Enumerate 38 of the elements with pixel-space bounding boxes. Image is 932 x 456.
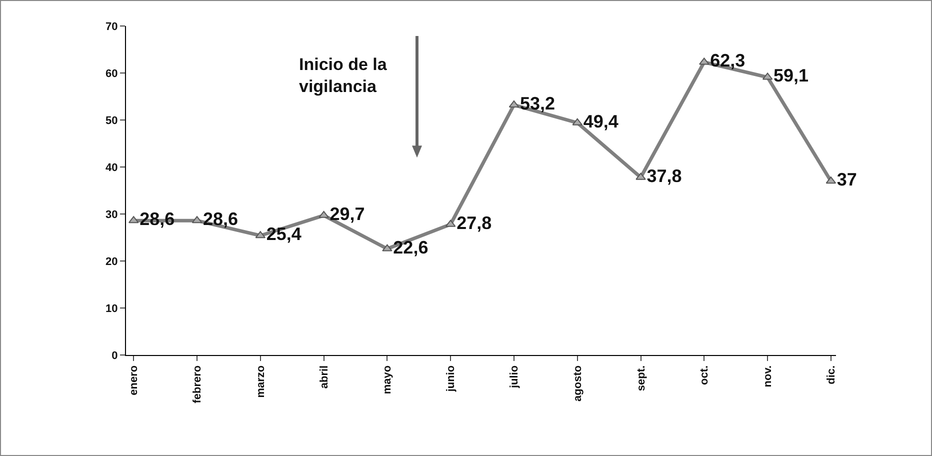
- point: [572, 118, 582, 126]
- annotation: Inicio de la vigilancia: [299, 55, 388, 96]
- x-tick-label: abril: [318, 365, 330, 389]
- data-label: 22,6: [393, 237, 428, 258]
- y-tick-label: 50: [106, 114, 118, 127]
- x-tick-label: oct.: [698, 365, 711, 385]
- y-tick-label: 20: [106, 256, 118, 268]
- y-tick-label: 40: [106, 162, 118, 174]
- x-tick-label: agosto: [572, 365, 584, 402]
- point: [382, 244, 392, 252]
- data-label: 28,6: [203, 209, 238, 230]
- x-tick-label: dic.: [826, 365, 838, 384]
- x-tick-label: sept.: [635, 365, 648, 392]
- y-tick-label: 30: [106, 208, 118, 221]
- data-label: 37: [836, 170, 857, 190]
- data-label: 29,7: [330, 204, 365, 224]
- data-label: 37,8: [646, 166, 682, 186]
- x-tick-label: junio: [445, 365, 458, 393]
- data-label: 28,6: [140, 209, 175, 230]
- point: [636, 172, 646, 180]
- x-tick-label: enero: [128, 365, 140, 396]
- x-tick-label: mayo: [382, 365, 394, 394]
- y-tick-label: 70: [106, 20, 118, 33]
- data-label: 49,4: [583, 111, 618, 132]
- x-tick-label: febrero: [192, 365, 204, 404]
- data-label: 25,4: [266, 224, 302, 244]
- data-label: 53,2: [520, 93, 556, 114]
- data-label: 59,1: [774, 66, 809, 86]
- data-label: 27,8: [456, 212, 492, 233]
- point: [318, 210, 329, 218]
- data-label: 62,3: [710, 50, 746, 71]
- point: [699, 58, 710, 65]
- x-tick-label: julio: [508, 365, 521, 390]
- y-tick-label: 10: [106, 302, 118, 315]
- x-tick-label: marzo: [254, 365, 267, 398]
- x-tick-label: nov.: [762, 365, 774, 388]
- y-tick-label: 0: [112, 350, 118, 362]
- y-tick-label: 60: [106, 68, 118, 80]
